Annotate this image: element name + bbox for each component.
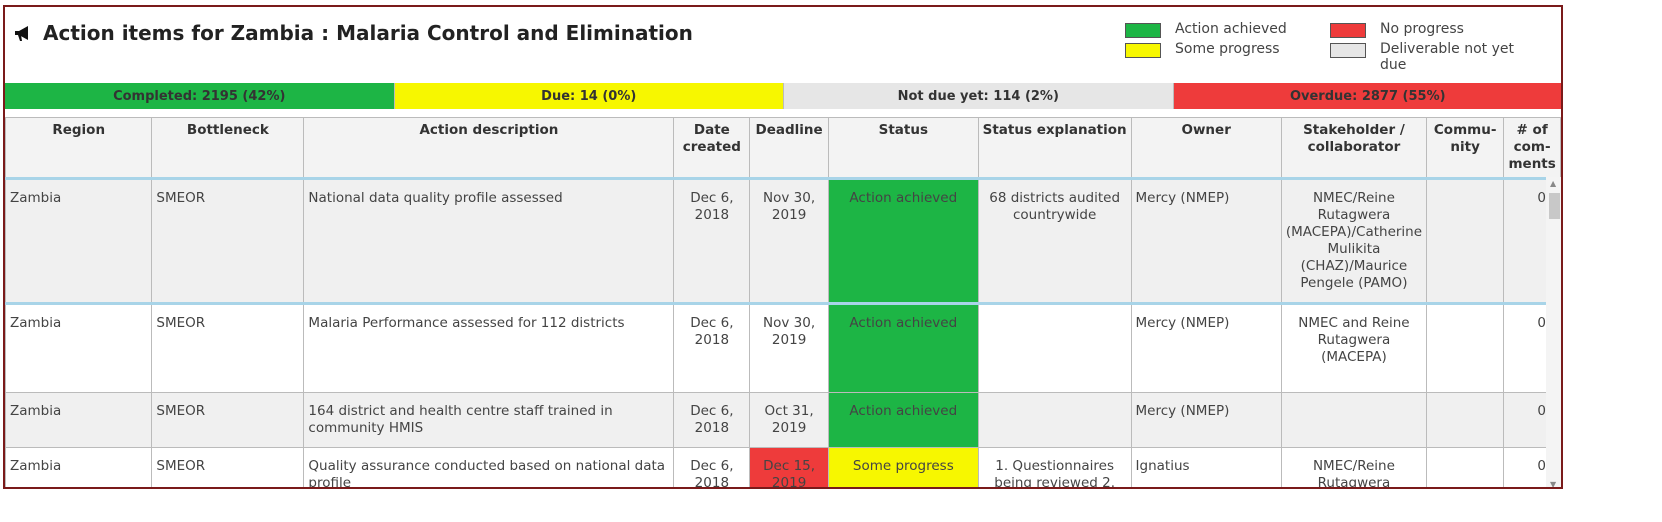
cell-created: Dec 6, 2018: [673, 177, 751, 304]
column-header[interactable]: Action description: [303, 117, 675, 179]
legend-item-no-progress: No progress: [1330, 21, 1464, 38]
legend-swatch: [1330, 43, 1366, 58]
cell-description: Quality assurance conducted based on nat…: [303, 447, 675, 487]
cell-owner: Mercy (NMEP): [1130, 177, 1282, 304]
table-header: Region Bottleneck Action description Date c…: [5, 117, 1561, 179]
column-header[interactable]: Stakeholder / collaborator: [1280, 117, 1428, 179]
page-title: Action items for Zambia : Malaria Contro…: [13, 21, 693, 45]
summary-not-due[interactable]: Not due yet: 114 (2%): [784, 83, 1174, 109]
scrollbar-thumb[interactable]: [1549, 193, 1560, 219]
cell-owner: Ignatius: [1130, 447, 1282, 487]
table-row[interactable]: Zambia SMEOR Quality assurance conducted b…: [5, 447, 1561, 487]
cell-explanation: [977, 302, 1132, 393]
cell-description: Malaria Performance assessed for 112 dis…: [303, 302, 675, 393]
action-items-table: Region Bottleneck Action description Date c…: [5, 117, 1561, 487]
cell-status: Some progress: [827, 447, 979, 487]
cell-owner: Mercy (NMEP): [1130, 392, 1282, 448]
cell-status: Action achieved: [827, 302, 979, 393]
legend-swatch: [1125, 23, 1161, 38]
cell-community: [1426, 392, 1505, 448]
cell-stakeholder: [1280, 392, 1428, 448]
column-header[interactable]: Status explanation: [977, 117, 1132, 179]
column-header[interactable]: Region: [5, 117, 153, 179]
cell-deadline: Nov 30, 2019: [749, 302, 829, 393]
column-header[interactable]: Date created: [673, 117, 751, 179]
scroll-up-icon[interactable]: ▲: [1550, 179, 1557, 188]
legend-swatch: [1125, 43, 1161, 58]
cell-description: 164 district and health centre staff tra…: [303, 392, 675, 448]
legend-label: No progress: [1380, 21, 1464, 37]
column-header[interactable]: # of com-ments: [1503, 117, 1561, 179]
column-header[interactable]: Status: [827, 117, 979, 179]
table-row[interactable]: Zambia SMEOR 164 district and health centr…: [5, 392, 1561, 448]
cell-region: Zambia: [5, 302, 153, 393]
column-header[interactable]: Owner: [1130, 117, 1282, 179]
legend-item-some-progress: Some progress: [1125, 41, 1280, 58]
cell-bottleneck: SMEOR: [151, 392, 305, 448]
cell-owner: Mercy (NMEP): [1130, 302, 1282, 393]
cell-bottleneck: SMEOR: [151, 177, 305, 304]
vertical-scrollbar[interactable]: ▲ ▼: [1546, 177, 1561, 489]
cell-community: [1426, 177, 1505, 304]
title-text: Action items for Zambia : Malaria Contro…: [43, 21, 693, 45]
legend-item-achieved: Action achieved: [1125, 21, 1287, 38]
megaphone-icon: [15, 26, 28, 41]
cell-status: Action achieved: [827, 177, 979, 304]
column-header[interactable]: Bottleneck: [151, 117, 305, 179]
cell-region: Zambia: [5, 177, 153, 304]
cell-stakeholder: NMEC/Reine Rutagwera (MACEPA)/Catherine: [1280, 447, 1428, 487]
cell-created: Dec 6, 2018: [673, 302, 751, 393]
cell-created: Dec 6, 2018: [673, 392, 751, 448]
table-row[interactable]: Zambia SMEOR Malaria Performance assessed …: [5, 302, 1561, 393]
legend-label: Some progress: [1175, 41, 1280, 57]
cell-bottleneck: SMEOR: [151, 302, 305, 393]
action-items-panel: Action items for Zambia : Malaria Contro…: [3, 5, 1563, 489]
cell-explanation: [977, 392, 1132, 448]
cell-stakeholder: NMEC and Reine Rutagwera (MACEPA): [1280, 302, 1428, 393]
summary-due[interactable]: Due: 14 (0%): [394, 83, 784, 109]
summary-completed[interactable]: Completed: 2195 (42%): [5, 83, 395, 109]
cell-created: Dec 6, 2018: [673, 447, 751, 487]
cell-deadline: Nov 30, 2019: [749, 177, 829, 304]
column-header[interactable]: Deadline: [749, 117, 829, 179]
cell-bottleneck: SMEOR: [151, 447, 305, 487]
legend-swatch: [1330, 23, 1366, 38]
cell-deadline: Dec 15, 2019: [749, 447, 829, 487]
scroll-down-icon[interactable]: ▼: [1550, 480, 1557, 489]
legend-label: Action achieved: [1175, 21, 1287, 37]
cell-status: Action achieved: [827, 392, 979, 448]
cell-community: [1426, 302, 1505, 393]
summary-bar: Completed: 2195 (42%) Due: 14 (0%) Not d…: [5, 83, 1561, 109]
legend-item-not-due: Deliverable not yet due: [1330, 41, 1540, 73]
cell-region: Zambia: [5, 392, 153, 448]
cell-stakeholder: NMEC/Reine Rutagwera (MACEPA)/Catherine …: [1280, 177, 1428, 304]
cell-deadline: Oct 31, 2019: [749, 392, 829, 448]
column-header[interactable]: Commu-nity: [1426, 117, 1505, 179]
cell-explanation: 68 districts audited countrywide: [977, 177, 1132, 304]
legend-label: Deliverable not yet due: [1380, 41, 1515, 73]
cell-community: [1426, 447, 1505, 487]
cell-region: Zambia: [5, 447, 153, 487]
table-row[interactable]: Zambia SMEOR National data quality profile…: [5, 177, 1561, 304]
cell-explanation: 1. Questionnaires being reviewed 2. Tabl…: [977, 447, 1132, 487]
summary-overdue[interactable]: Overdue: 2877 (55%): [1173, 83, 1561, 109]
cell-description: National data quality profile assessed: [303, 177, 675, 304]
